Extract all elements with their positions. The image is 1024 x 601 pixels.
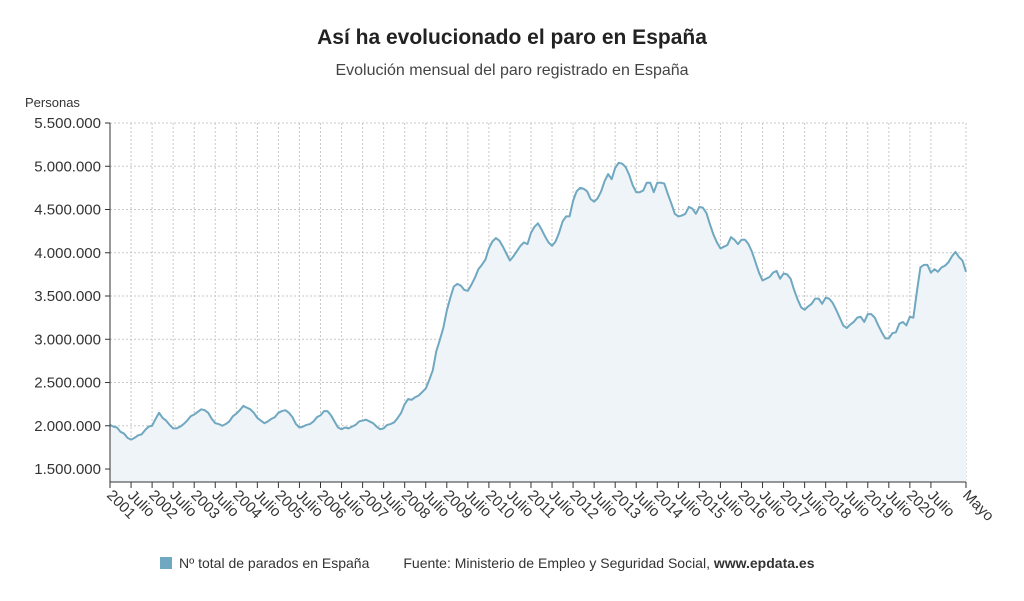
y-tick-label: 5.500.000 xyxy=(34,115,101,132)
y-tick-label: 2.500.000 xyxy=(34,375,101,392)
x-axis-ticks: 2001Julio2002Julio2003Julio2004Julio2005… xyxy=(103,482,997,525)
chart-title: Así ha evolucionado el paro en España xyxy=(317,26,707,49)
legend-swatch xyxy=(160,557,172,569)
chart-subtitle: Evolución mensual del paro registrado en… xyxy=(335,62,689,79)
series-line xyxy=(109,161,967,441)
y-tick-label: 4.500.000 xyxy=(34,202,101,219)
x-tick-label: Mayo xyxy=(959,487,997,525)
y-tick-label: 3.500.000 xyxy=(34,288,101,305)
y-tick-label: 3.000.000 xyxy=(34,331,101,348)
source-site: www.epdata.es xyxy=(713,555,815,571)
legend-label: Nº total de parados en España xyxy=(179,555,370,571)
axes xyxy=(109,123,966,483)
y-axis-ticks: 1.500.000 2.000.000 2.500.000 3.000.000 3.50… xyxy=(34,115,110,478)
series-area-fill xyxy=(110,162,966,483)
source-note: Fuente: Ministerio de Empleo y Seguridad… xyxy=(403,555,814,571)
source-text: Fuente: Ministerio de Empleo y Seguridad… xyxy=(403,555,710,571)
y-tick-label: 1.500.000 xyxy=(34,461,101,478)
y-tick-label: 4.000.000 xyxy=(34,245,101,262)
chart-footer: Nº total de parados en España Fuente: Mi… xyxy=(160,555,814,571)
y-tick-label: 5.000.000 xyxy=(34,158,101,175)
y-tick-label: 2.000.000 xyxy=(34,418,101,435)
y-axis-label: Personas xyxy=(25,95,80,110)
